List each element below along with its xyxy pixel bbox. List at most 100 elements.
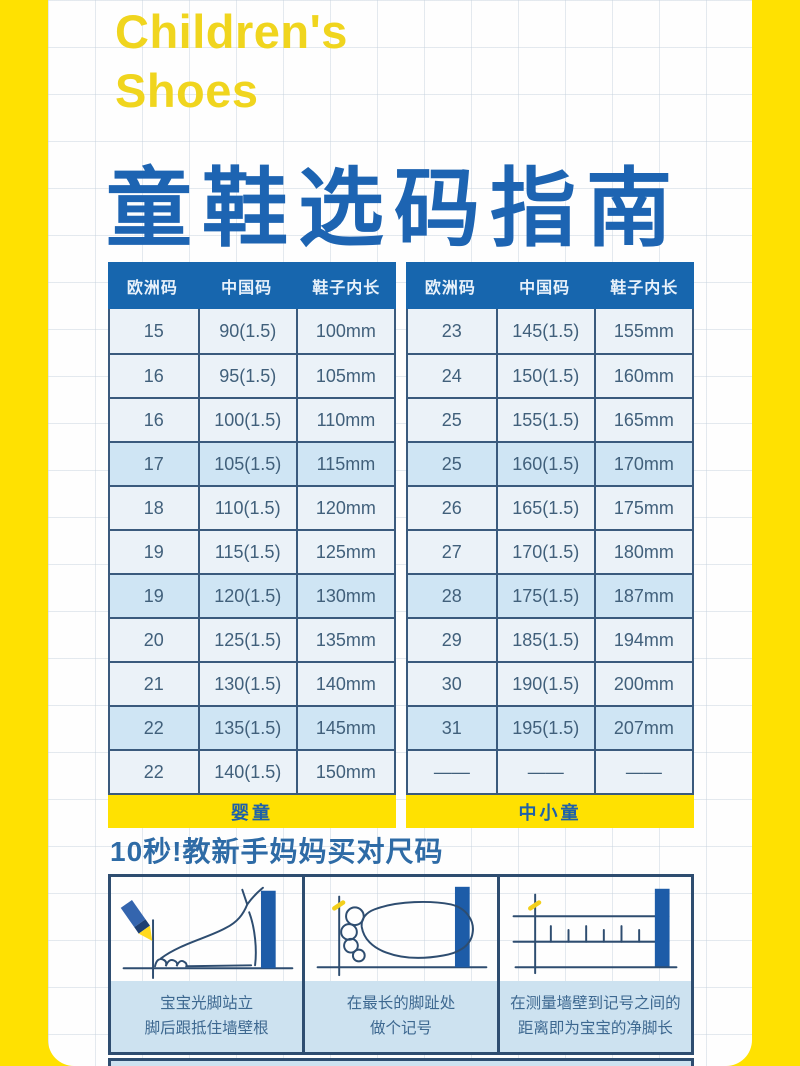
caption-line: 宝宝光脚站立 — [160, 995, 254, 1013]
table-row: 16 95(1.5) 105mm — [110, 353, 394, 397]
step-1: 宝宝光脚站立 脚后跟抵住墙壁根 — [111, 877, 303, 1052]
table-cell: 145mm — [295, 707, 394, 749]
table-cell: 155mm — [593, 309, 692, 353]
table-cell: 115(1.5) — [197, 531, 296, 573]
table-cell: 120mm — [295, 487, 394, 529]
table-cell: 26 — [441, 497, 462, 518]
table-cell: 150mm — [295, 751, 394, 793]
table-row: 28 175(1.5) 187mm — [408, 573, 692, 617]
table-cell: 190(1.5) — [495, 663, 594, 705]
table-row: 27 170(1.5) 180mm — [408, 529, 692, 573]
table-row: 19 120(1.5) 130mm — [110, 573, 394, 617]
table-cell: 160mm — [593, 355, 692, 397]
size-table-child: 欧洲码 中国码 鞋子内长 23 145(1.5) 155mm 24 150(1.5) 160m… — [406, 262, 694, 828]
table-cell: 27 — [441, 541, 462, 562]
table-cell: 105mm — [295, 355, 394, 397]
table-cell: 125(1.5) — [197, 619, 296, 661]
poster-card: Children's Shoes 童鞋选码指南 欧洲码 中国码 鞋子内长 15 90(… — [48, 0, 752, 1066]
table-cell: 145(1.5) — [495, 309, 594, 353]
table-cell: 135mm — [295, 619, 394, 661]
table-cell: 170mm — [593, 443, 692, 485]
table-row: 25 155(1.5) 165mm — [408, 397, 692, 441]
table-row: 29 185(1.5) 194mm — [408, 617, 692, 661]
table-cell: 95(1.5) — [197, 355, 296, 397]
table-cell: 187mm — [593, 575, 692, 617]
table-header-row: 欧洲码 中国码 鞋子内长 — [406, 262, 694, 309]
size-tables: 欧洲码 中国码 鞋子内长 15 90(1.5) 100mm 16 95(1.5) 105mm 1… — [108, 262, 694, 828]
table-cell: —— — [495, 751, 594, 793]
table-cell: 170(1.5) — [495, 531, 594, 573]
table-cell: 105(1.5) — [197, 443, 296, 485]
table-row: 19 115(1.5) 125mm — [110, 529, 394, 573]
foot-side-pencil-illustration — [111, 877, 302, 981]
table-row: 25 160(1.5) 170mm — [408, 441, 692, 485]
next-section-peek — [108, 1058, 694, 1066]
table-cell: 22 — [143, 761, 164, 782]
table-cell: —— — [593, 751, 692, 793]
table-row: 30 190(1.5) 200mm — [408, 661, 692, 705]
table-cell: 110mm — [295, 399, 394, 441]
table-cell: 30 — [441, 673, 462, 694]
foot-top-mark-illustration — [305, 877, 496, 981]
table-cell: 24 — [441, 365, 462, 386]
title-english: Children's Shoes — [115, 5, 348, 118]
column-header: 中国码 — [519, 279, 571, 297]
table-cell: 207mm — [593, 707, 692, 749]
table-cell: 135(1.5) — [197, 707, 296, 749]
table-cell: 185(1.5) — [495, 619, 594, 661]
table-row: 17 105(1.5) 115mm — [110, 441, 394, 485]
column-header: 欧洲码 — [126, 279, 178, 297]
caption-line: 做个记号 — [369, 1019, 432, 1037]
table-cell: 16 — [143, 365, 164, 386]
table-row: 22 135(1.5) 145mm — [110, 705, 394, 749]
table-cell: 150(1.5) — [495, 355, 594, 397]
table-row: 24 150(1.5) 160mm — [408, 353, 692, 397]
table-cell: 140(1.5) — [197, 751, 296, 793]
table-cell: 100mm — [295, 309, 394, 353]
table-cell: 23 — [441, 320, 462, 341]
table-cell: 165(1.5) — [495, 487, 594, 529]
table-cell: 165mm — [593, 399, 692, 441]
step-2: 在最长的脚趾处 做个记号 — [302, 877, 497, 1052]
table-cell: 125mm — [295, 531, 394, 573]
table-cell: 140mm — [295, 663, 394, 705]
table-cell: 21 — [143, 673, 164, 694]
table-cell: 175mm — [593, 487, 692, 529]
table-cell: 22 — [143, 717, 164, 738]
table-header-row: 欧洲码 中国码 鞋子内长 — [108, 262, 396, 309]
table-cell: 15 — [143, 320, 164, 341]
table-cell: 160(1.5) — [495, 443, 594, 485]
measure-steps: 宝宝光脚站立 脚后跟抵住墙壁根 在最长的脚趾处 — [108, 874, 694, 1055]
table-row: 31 195(1.5) 207mm — [408, 705, 692, 749]
column-header: 中国码 — [221, 279, 273, 297]
table-cell: 110(1.5) — [197, 487, 296, 529]
page-title: 童鞋选码指南 — [106, 161, 682, 257]
table-row: 15 90(1.5) 100mm — [110, 309, 394, 353]
table-row: —— —— —— — [408, 749, 692, 793]
ruler-measure-illustration — [500, 877, 691, 981]
table-cell: 25 — [441, 409, 462, 430]
table-cell: 20 — [143, 629, 164, 650]
caption-line: 在最长的脚趾处 — [346, 995, 456, 1013]
howto-heading: 10秒!教新手妈妈买对尺码 — [110, 836, 444, 867]
step-3: 在测量墙壁到记号之间的 距离即为宝宝的净脚长 — [496, 877, 691, 1052]
table-row: 16 100(1.5) 110mm — [110, 397, 394, 441]
table-body: 23 145(1.5) 155mm 24 150(1.5) 160mm 25 155(1.5)… — [406, 309, 694, 795]
foot-side-pencil-icon — [120, 886, 293, 980]
caption-line: 距离即为宝宝的净脚长 — [517, 1019, 673, 1037]
table-cell: 155(1.5) — [495, 399, 594, 441]
caption-line: 在测量墙壁到记号之间的 — [510, 995, 681, 1013]
table-body: 15 90(1.5) 100mm 16 95(1.5) 105mm 16 100(1.5) 11… — [108, 309, 396, 795]
table-row: 23 145(1.5) 155mm — [408, 309, 692, 353]
step-3-caption: 在测量墙壁到记号之间的 距离即为宝宝的净脚长 — [499, 981, 691, 1052]
table-footer-label: 婴童 — [108, 795, 396, 828]
table-cell: 120(1.5) — [197, 575, 296, 617]
column-header: 鞋子内长 — [312, 279, 381, 297]
table-cell: 130mm — [295, 575, 394, 617]
table-cell: 115mm — [295, 443, 394, 485]
table-row: 26 165(1.5) 175mm — [408, 485, 692, 529]
table-cell: 19 — [143, 541, 164, 562]
table-row: 22 140(1.5) 150mm — [110, 749, 394, 793]
table-cell: 25 — [441, 453, 462, 474]
pencil-icon — [120, 899, 152, 941]
